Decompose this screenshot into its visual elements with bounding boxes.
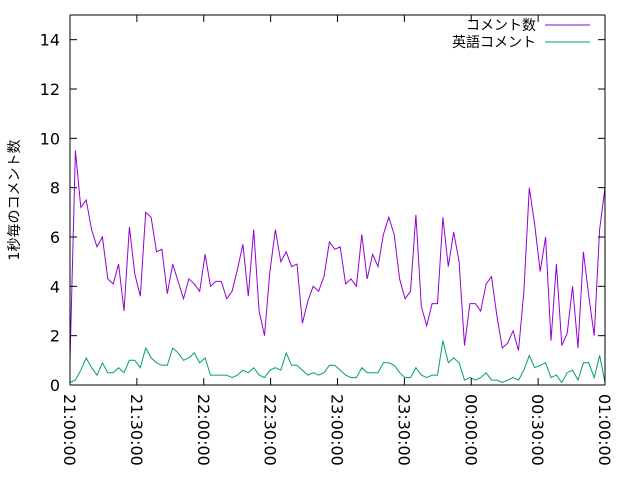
series-line-2 [69,340,606,384]
y-tick-label: 10 [40,129,60,148]
x-tick-label: 00:00:00 [461,394,480,466]
x-tick-label: 01:00:00 [595,394,614,466]
x-tick-label: 23:00:00 [328,394,347,466]
y-tick-label: 8 [50,179,60,198]
x-tick-label: 21:00:00 [60,394,79,466]
x-tick-label: 22:00:00 [194,394,213,466]
series-line-1 [69,150,606,361]
y-axis-label: 1秒毎のコメント数 [7,140,23,261]
y-tick-label: 4 [50,277,60,296]
series-layer [69,150,606,384]
y-tick-label: 12 [40,80,60,99]
y-tick-label: 0 [50,376,60,395]
legend-label: コメント数 [466,18,536,34]
x-tick-label: 23:30:00 [394,394,413,466]
y-axis: 0 2 4 6 8 10 12 14 [40,31,605,395]
x-axis: 21:00:00 21:30:00 22:00:00 22:30:00 23:00:00… [60,15,614,466]
x-tick-label: 22:30:00 [261,394,280,466]
y-tick-label: 14 [40,31,60,50]
x-tick-label: 21:30:00 [127,394,146,466]
y-tick-label: 2 [50,327,60,346]
legend-label: 英語コメント [452,34,536,51]
y-tick-label: 6 [50,228,60,247]
x-tick-label: 00:30:00 [528,394,547,466]
